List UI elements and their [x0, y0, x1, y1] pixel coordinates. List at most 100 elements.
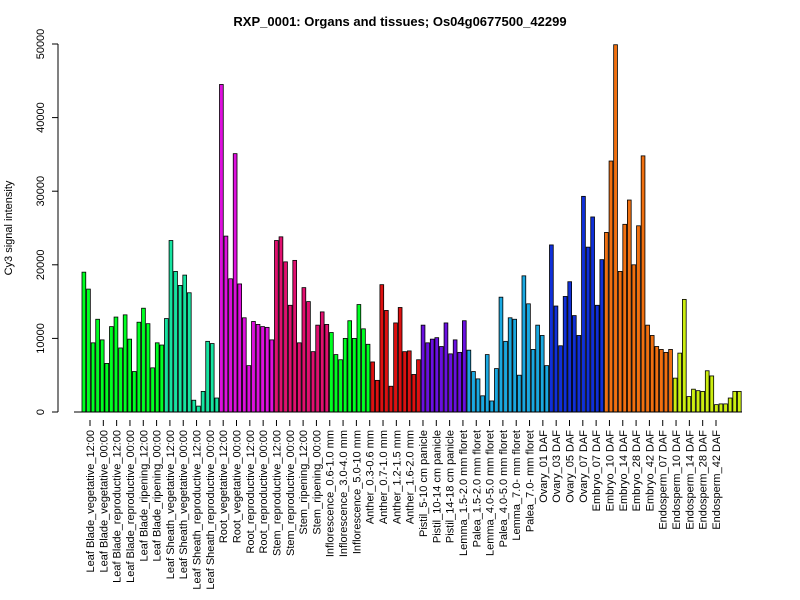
bar — [631, 264, 637, 413]
x-tick-label: Leaf Sheath_vegetative_00:00 — [178, 430, 190, 579]
bar — [228, 278, 233, 413]
bar — [562, 296, 568, 413]
bar — [154, 342, 160, 413]
y-axis: 0 10000 20000 30000 40000 50000 — [35, 29, 59, 415]
x-tick-label: Stem_reproductive_12:00 — [271, 430, 283, 556]
bar — [526, 303, 531, 413]
x-tick-label: Endosperm_14 DAF — [684, 430, 696, 530]
x-tick-label: Embryo_28 DAF — [631, 430, 643, 512]
bar — [287, 304, 293, 413]
bar — [297, 342, 302, 413]
bar — [141, 307, 146, 413]
bar — [462, 320, 467, 413]
bar — [682, 298, 687, 413]
bar — [292, 259, 297, 413]
bar — [145, 323, 151, 413]
bar — [374, 379, 380, 413]
x-tick-label: Leaf Blade_ripening_12:00 — [138, 430, 150, 562]
bar — [384, 310, 389, 413]
bar — [319, 311, 325, 413]
bar — [86, 288, 91, 413]
bar — [352, 337, 357, 413]
bar — [136, 321, 142, 413]
bar — [361, 328, 366, 413]
x-tick-label: Ovary_03 DAF — [551, 430, 563, 503]
bar — [627, 199, 632, 413]
x-tick-label: Endosperm_42 DAF — [711, 430, 723, 530]
bar — [471, 371, 476, 413]
bar — [283, 261, 288, 413]
bar — [585, 246, 591, 413]
bar — [214, 397, 220, 413]
x-tick-label: Anther_1.6-2.0 mm — [405, 430, 417, 524]
bar — [539, 335, 545, 413]
bar — [310, 351, 316, 413]
bar — [168, 240, 174, 413]
x-tick-label: Ovary_05 DAF — [564, 430, 576, 503]
x-tick-label: Stem_reproductive_00:00 — [285, 430, 297, 556]
x-tick-label: Pistil_14-18 cm panicle — [445, 430, 457, 543]
bar — [200, 390, 206, 413]
bar — [594, 304, 600, 413]
y-tick-label: 30000 — [35, 176, 47, 207]
bar — [608, 160, 614, 413]
bar — [187, 292, 192, 413]
x-tick-label: Leaf Sheath_reproductive_00:00 — [205, 430, 217, 590]
x-tick-label: Lemma_4.0-5.0 mm floret — [485, 430, 497, 556]
bar — [407, 350, 412, 413]
bar — [159, 344, 165, 413]
x-tick-label: Pistil_10-14 cm panicle — [431, 430, 443, 543]
bar — [242, 317, 247, 413]
x-tick-label: Inflorescence_3.0-4.0 mm — [338, 430, 350, 557]
x-tick-label: Endosperm_10 DAF — [671, 430, 683, 530]
bar — [590, 216, 595, 413]
bar — [700, 390, 705, 413]
bar — [411, 374, 417, 413]
bar — [649, 335, 655, 413]
bar — [581, 195, 586, 413]
bar — [205, 340, 210, 413]
x-tick-label: Lemma_1.5-2.0 mm floret — [458, 430, 470, 556]
bar — [219, 84, 224, 413]
x-tick-label: Ovary_07 DAF — [578, 430, 590, 503]
bar — [237, 283, 242, 413]
x-tick-label: Endosperm_28 DAF — [698, 430, 710, 530]
bar — [709, 375, 715, 413]
bar — [420, 324, 426, 413]
bar — [521, 275, 527, 413]
x-tick-label: Leaf Blade_reproductive_12:00 — [112, 430, 124, 583]
bar — [365, 343, 371, 413]
bar — [494, 368, 499, 413]
bar — [104, 363, 110, 413]
bar — [452, 339, 458, 413]
bar — [329, 332, 334, 413]
bar — [457, 351, 462, 413]
x-tick-label: Ovary_01 DAF — [538, 430, 550, 503]
bar — [466, 349, 472, 413]
x-tick-label: Endosperm_07 DAF — [658, 430, 670, 530]
bar — [622, 223, 627, 413]
bar — [737, 390, 742, 413]
y-tick-label: 0 — [35, 409, 47, 415]
bar — [269, 339, 275, 413]
bar — [342, 337, 348, 413]
bar — [260, 326, 265, 413]
x-tick-label: Root_vegetative_00:00 — [232, 430, 244, 543]
bar — [544, 365, 550, 413]
bar — [356, 304, 362, 413]
bar — [182, 274, 187, 413]
x-tick-label: Leaf Sheath_reproductive_12:00 — [192, 430, 204, 590]
bar — [480, 395, 485, 413]
x-tick-label: Inflorescence_0.6-1.0 mm — [325, 430, 337, 557]
y-axis-label: Cy3 signal intensity — [3, 180, 15, 275]
x-tick-label: Leaf Sheath_vegetative_12:00 — [165, 430, 177, 579]
bar — [663, 351, 669, 413]
x-tick-label: Palea_1.5-2.0 mm floret — [471, 430, 483, 547]
bar — [95, 318, 100, 413]
bar — [704, 370, 710, 413]
bar — [443, 322, 449, 413]
x-tick-label: Embryo_10 DAF — [604, 430, 616, 512]
y-tick-label: 40000 — [35, 102, 47, 133]
bar — [567, 281, 572, 413]
